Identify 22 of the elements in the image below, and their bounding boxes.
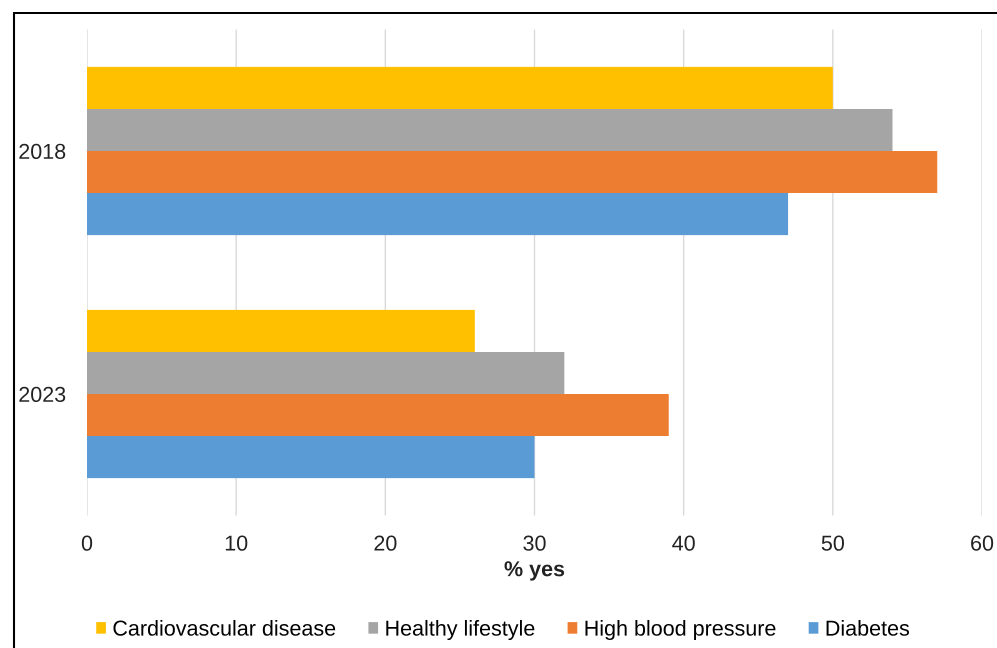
y-tick-label: 2023 bbox=[19, 386, 66, 402]
bar bbox=[87, 436, 534, 478]
bar bbox=[87, 193, 788, 236]
x-axis-title: % yes bbox=[504, 561, 564, 581]
x-tick-label: 20 bbox=[374, 536, 396, 551]
bar bbox=[87, 352, 564, 394]
legend-label: Cardiovascular disease bbox=[113, 620, 336, 636]
bar bbox=[87, 108, 892, 151]
bar bbox=[87, 310, 475, 352]
legend-label: High blood pressure bbox=[586, 620, 776, 640]
x-tick-label: 0 bbox=[82, 536, 92, 551]
x-tick-label: 60 bbox=[971, 536, 994, 551]
legend-label: Healthy lifestyle bbox=[386, 620, 534, 640]
bar bbox=[87, 151, 938, 194]
x-tick-label: 50 bbox=[822, 536, 844, 551]
bar bbox=[87, 394, 669, 436]
x-tick-label: 30 bbox=[523, 536, 546, 551]
x-tick-label: 10 bbox=[226, 536, 248, 551]
x-tick-label: 40 bbox=[672, 536, 695, 551]
legend-label: Diabetes bbox=[826, 620, 910, 636]
y-tick-label: 2018 bbox=[19, 144, 66, 160]
bar bbox=[87, 66, 833, 109]
